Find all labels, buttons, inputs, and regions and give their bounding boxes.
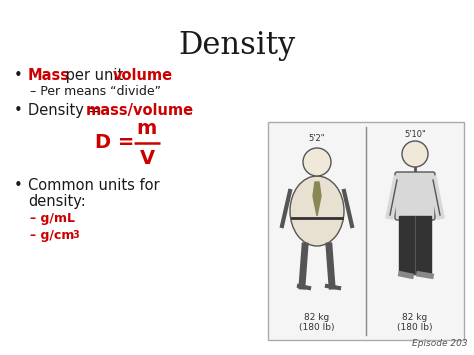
FancyBboxPatch shape — [395, 172, 435, 220]
Text: V: V — [139, 149, 155, 169]
Text: – g/cm: – g/cm — [30, 229, 74, 242]
Text: D =: D = — [95, 133, 134, 153]
Text: per unit: per unit — [61, 68, 128, 83]
Text: density:: density: — [28, 194, 86, 209]
Text: 82 kg
(180 lb): 82 kg (180 lb) — [397, 313, 433, 332]
Ellipse shape — [290, 176, 344, 246]
Polygon shape — [313, 182, 321, 216]
Text: 5'2": 5'2" — [309, 134, 325, 143]
Circle shape — [402, 141, 428, 167]
FancyBboxPatch shape — [399, 216, 431, 274]
Text: •: • — [14, 178, 23, 193]
Text: •: • — [14, 103, 23, 118]
Text: Episode 203: Episode 203 — [412, 339, 468, 348]
Text: Common units for: Common units for — [28, 178, 160, 193]
Text: 5'10": 5'10" — [404, 130, 426, 139]
Circle shape — [303, 148, 331, 176]
Text: – g/mL: – g/mL — [30, 212, 75, 225]
Text: •: • — [14, 68, 23, 83]
Text: Mass: Mass — [28, 68, 70, 83]
Text: mass/volume: mass/volume — [86, 103, 194, 118]
FancyBboxPatch shape — [268, 122, 464, 340]
Text: Density: Density — [178, 30, 296, 61]
Text: Density =: Density = — [28, 103, 105, 118]
Text: – Per means “divide”: – Per means “divide” — [30, 85, 161, 98]
Text: 3: 3 — [72, 230, 79, 240]
Text: m: m — [137, 120, 157, 138]
Text: 82 kg
(180 lb): 82 kg (180 lb) — [299, 313, 335, 332]
Text: volume: volume — [113, 68, 173, 83]
